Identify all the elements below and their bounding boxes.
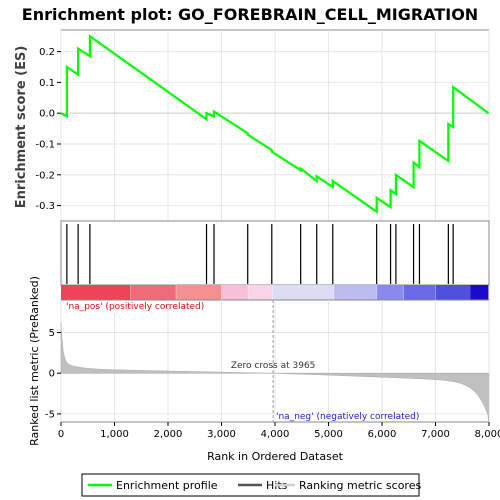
metric-tick-label: 5: [49, 328, 55, 339]
heat-segment: [376, 285, 404, 300]
heat-segment: [176, 285, 222, 300]
negative-label: 'na_neg' (negatively correlated): [276, 412, 419, 422]
ranking-heat-bar: [61, 285, 489, 300]
metric-tick-label: 0: [49, 369, 55, 380]
enrichment-profile-line: [60, 34, 490, 214]
x-tick-label: 2,000: [154, 429, 183, 440]
x-tick-label: 8,000: [475, 429, 500, 440]
es-tick-label: 0.0: [39, 109, 55, 120]
hits-panel: [60, 220, 490, 286]
heat-segment: [248, 285, 273, 300]
x-tick-label: 6,000: [368, 429, 397, 440]
heat-segment: [333, 285, 377, 300]
metric-y-ticks: 5 0 -5: [45, 328, 61, 420]
legend-profile-label: Enrichment profile: [116, 479, 218, 492]
es-tick-label: 0.2: [39, 47, 55, 58]
heat-segment: [435, 285, 471, 300]
es-tick-label: 0.1: [39, 78, 55, 89]
es-tick-label: -0.2: [35, 170, 55, 181]
es-y-ticks: 0.2 0.1 0.0 -0.1 -0.2 -0.3: [35, 47, 61, 212]
heat-segment: [403, 285, 436, 300]
heat-segment: [130, 285, 177, 300]
es-axis-label: Enrichment score (ES): [14, 46, 29, 209]
es-tick-label: -0.1: [35, 139, 55, 150]
metric-axis-label: Ranked list metric (PreRanked): [28, 276, 41, 446]
legend: Enrichment profile Hits Ranking metric s…: [81, 473, 421, 497]
chart-title: Enrichment plot: GO_FOREBRAIN_CELL_MIGRA…: [22, 5, 478, 24]
x-ticks: 0 1,000 2,000 3,000 4,000 5,000 6,000 7,000 8,00…: [58, 422, 500, 440]
heat-segment: [221, 285, 249, 300]
legend-metric-label: Ranking metric scores: [299, 479, 421, 492]
x-tick-label: 0: [58, 429, 64, 440]
x-tick-label: 3,000: [207, 429, 236, 440]
zero-cross-label: Zero cross at 3965: [231, 361, 316, 371]
x-tick-label: 7,000: [421, 429, 450, 440]
es-gridlines: [60, 30, 490, 221]
heat-segment: [61, 285, 131, 300]
heat-segment: [470, 285, 489, 300]
ranking-metric-area: [60, 322, 489, 422]
x-tick-label: 1,000: [100, 429, 129, 440]
hit-markers: [66, 224, 454, 284]
x-tick-label: 5,000: [314, 429, 343, 440]
positive-label: 'na_pos' (positively correlated): [66, 302, 204, 312]
x-tick-label: 4,000: [261, 429, 290, 440]
x-axis-label: Rank in Ordered Dataset: [207, 450, 344, 463]
heat-segment: [272, 285, 334, 300]
metric-tick-label: -5: [45, 409, 55, 420]
es-tick-label: -0.3: [35, 201, 55, 212]
